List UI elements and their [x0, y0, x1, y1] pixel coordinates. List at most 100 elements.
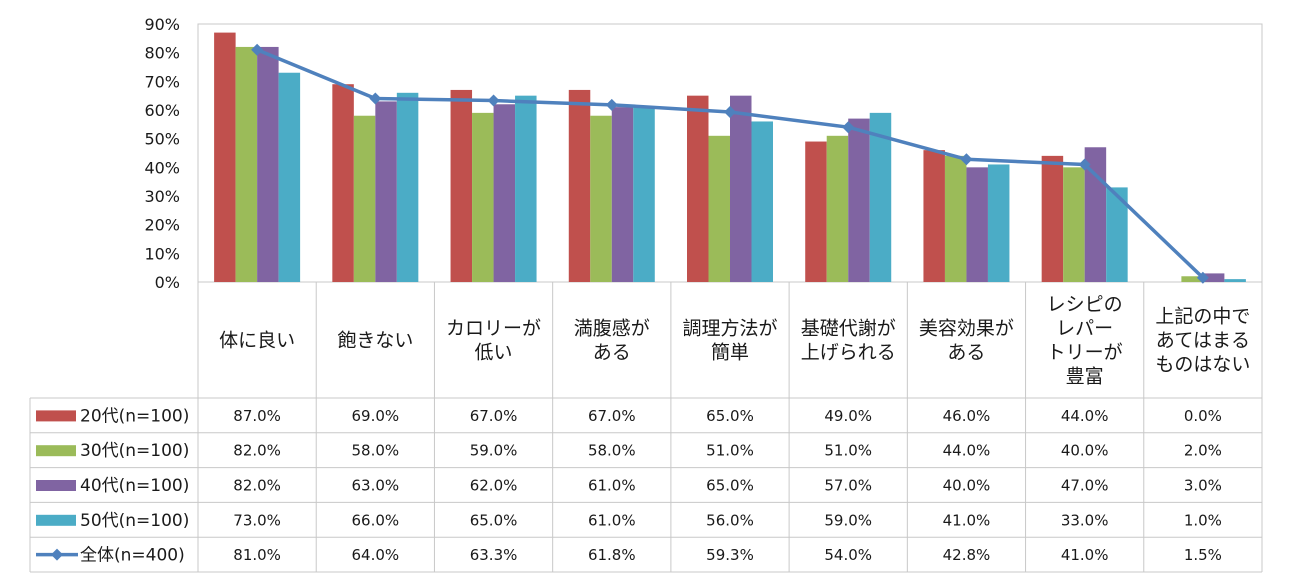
bar [687, 95, 709, 283]
line-marker [487, 94, 500, 107]
bar [214, 32, 236, 282]
y-tick-label: 20% [144, 216, 180, 235]
table-value: 51.0% [706, 442, 754, 460]
legend-key [36, 514, 76, 526]
table-value: 82.0% [233, 442, 281, 460]
y-tick-label: 60% [144, 101, 180, 120]
bar [805, 141, 827, 282]
bar [353, 115, 376, 282]
table-value: 0.0% [1184, 407, 1222, 425]
table-value: 62.0% [470, 477, 518, 495]
bar [375, 101, 397, 283]
bar [1041, 155, 1064, 282]
table-value: 41.0% [943, 511, 991, 529]
category-label: あてはまる [1156, 330, 1250, 352]
category-label: ある [947, 342, 985, 364]
y-tick-label: 50% [144, 130, 180, 149]
category-label: 調理方法が [682, 318, 777, 340]
y-tick-label: 40% [144, 158, 180, 177]
legend-label: 30代(n=100) [80, 441, 189, 461]
bar [278, 72, 301, 282]
legend-label: 50代(n=100) [80, 511, 189, 531]
table-value: 3.0% [1184, 477, 1222, 495]
bar [472, 112, 494, 282]
table-value: 56.0% [706, 511, 754, 529]
table-value: 46.0% [943, 407, 991, 425]
category-label: 上げられる [801, 342, 896, 364]
category-label: 体に良い [219, 330, 295, 352]
line-marker [724, 106, 736, 119]
line-marker [1078, 158, 1091, 171]
category-label: トリーが [1047, 342, 1123, 364]
legend-key-marker [51, 548, 63, 561]
table-value: 87.0% [233, 407, 281, 425]
table-value: 67.0% [588, 407, 636, 425]
bar [1063, 167, 1085, 282]
bar [987, 164, 1010, 282]
table-value: 47.0% [1061, 477, 1109, 495]
bar [1106, 187, 1128, 282]
table-value: 82.0% [233, 477, 281, 495]
category-label: 基礎代謝が [801, 318, 896, 340]
table-value: 63.3% [470, 546, 518, 564]
bar [450, 89, 473, 282]
table-value: 65.0% [706, 407, 754, 425]
y-tick-label: 70% [144, 72, 180, 91]
bar [257, 46, 279, 282]
bar [1202, 273, 1225, 282]
bar [869, 112, 892, 282]
legend-key [36, 445, 76, 457]
line-marker [251, 43, 264, 56]
table-value: 33.0% [1061, 511, 1109, 529]
category-label: カロリーが [446, 318, 541, 340]
table-value: 73.0% [233, 511, 281, 529]
table-value: 59.3% [706, 546, 754, 564]
bar [396, 92, 419, 282]
bar [708, 135, 730, 282]
table-value: 2.0% [1184, 442, 1222, 460]
legend-label: 全体(n=400) [80, 546, 185, 566]
category-label: 飽きない [337, 330, 413, 352]
table-value: 81.0% [233, 546, 281, 564]
y-tick-label: 90% [144, 15, 180, 34]
bar [235, 46, 258, 282]
table-value: 40.0% [943, 477, 991, 495]
category-label: 美容効果が [919, 318, 1014, 340]
line-marker [605, 98, 618, 111]
category-label: レパー [1056, 318, 1113, 340]
table-value: 51.0% [824, 442, 872, 460]
table-value: 1.5% [1184, 546, 1222, 564]
bar [944, 155, 967, 282]
category-label: ものはない [1155, 354, 1250, 376]
bar [1181, 276, 1203, 282]
table-value: 61.0% [588, 477, 636, 495]
bar [730, 95, 752, 283]
table-value: 61.0% [588, 511, 636, 529]
table-value: 44.0% [943, 442, 991, 460]
category-label: 上記の中で [1155, 306, 1250, 328]
bar [568, 89, 591, 282]
legend-key [36, 410, 76, 422]
bar [515, 95, 537, 283]
y-tick-label: 80% [144, 44, 180, 63]
bar [923, 150, 945, 282]
category-label: 豊富 [1066, 366, 1104, 388]
legend-label: 20代(n=100) [80, 406, 189, 426]
table-value: 49.0% [824, 407, 872, 425]
table-value: 61.8% [588, 546, 636, 564]
line-marker [842, 121, 855, 134]
table-value: 66.0% [352, 511, 400, 529]
bar [611, 107, 634, 282]
category-label: レシピの [1047, 294, 1123, 316]
category-label: 満腹感が [574, 318, 650, 340]
bar [493, 104, 516, 283]
table-value: 59.0% [470, 442, 518, 460]
table-value: 44.0% [1061, 407, 1109, 425]
table-value: 42.8% [943, 546, 991, 564]
category-label: 低い [475, 342, 513, 364]
table-value: 65.0% [470, 511, 518, 529]
bar [590, 115, 612, 282]
table-value: 63.0% [352, 477, 400, 495]
table-value: 59.0% [824, 511, 872, 529]
table-value: 57.0% [824, 477, 872, 495]
